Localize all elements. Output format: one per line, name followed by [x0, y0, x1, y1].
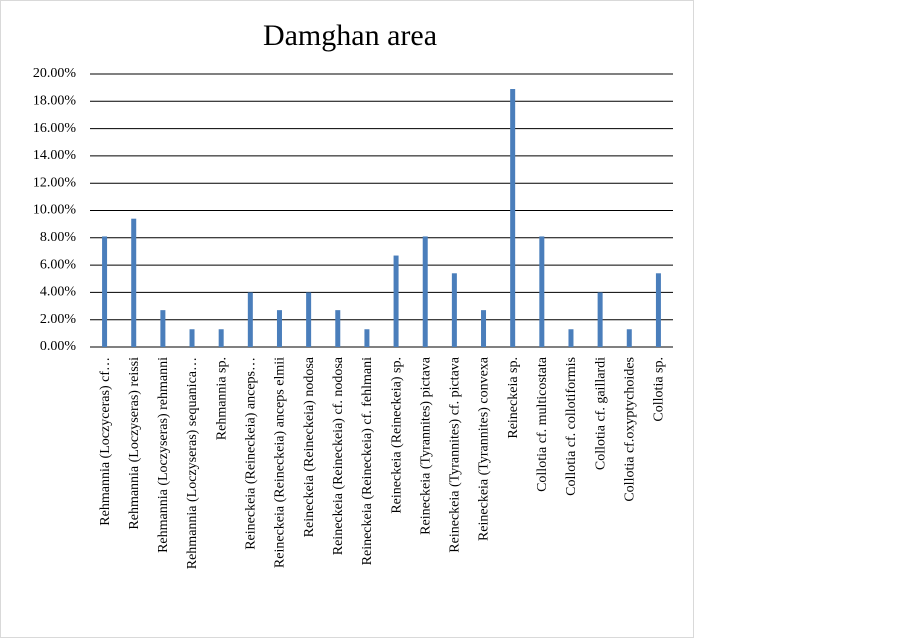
x-tick-label: Reineckeia (Tyrannites) convexa — [477, 356, 492, 541]
x-tick-label: Collotia sp. — [652, 357, 667, 422]
bar — [422, 236, 428, 347]
x-tick-label: Reineckeia (Tyrannites) cf. pictava — [448, 356, 463, 552]
x-tick-label: Collotia cf.oxyptychoides — [622, 357, 637, 502]
bar — [218, 329, 224, 347]
x-tick-label: Collotia cf. gaillardi — [593, 357, 608, 470]
x-tick-label: Reineckeia (Reineckeia) cf. fehlmani — [360, 357, 375, 565]
bar — [247, 292, 253, 347]
chart-title: Damghan area — [263, 19, 437, 52]
bar — [102, 236, 108, 347]
bar — [276, 310, 282, 347]
bar — [160, 310, 166, 347]
y-tick-label: 18.00% — [33, 94, 77, 109]
x-tick-label: Reineckeia sp. — [506, 357, 521, 439]
y-tick-label: 16.00% — [33, 121, 77, 136]
bar — [393, 255, 399, 347]
y-tick-label: 20.00% — [33, 66, 77, 81]
bar — [131, 218, 137, 347]
bar — [306, 292, 312, 347]
y-tick-label: 2.00% — [40, 312, 77, 327]
x-tick-label: Rehmannia (Loczyseras) reissi — [127, 357, 142, 530]
bar — [451, 273, 457, 347]
x-tick-label: Reineckeia (Reineckeia) anceps… — [244, 357, 259, 550]
bar — [626, 329, 632, 347]
x-tick-label: Rehmannia (Loczyceras) cf… — [98, 357, 113, 526]
bar — [364, 329, 370, 347]
x-tick-label: Rehmannia sp. — [214, 357, 229, 440]
x-tick-label: Collotia cf. multicostata — [535, 356, 550, 492]
x-tick-label: Collotia cf. collotiformis — [564, 357, 579, 496]
bar — [568, 329, 574, 347]
bar — [189, 329, 195, 347]
y-tick-label: 10.00% — [33, 203, 77, 218]
y-tick-label: 6.00% — [40, 257, 77, 272]
x-tick-label: Reineckeia (Tyrannites) pictava — [418, 356, 433, 535]
y-tick-label: 14.00% — [33, 148, 77, 163]
x-tick-label: Rehmannia (Loczyseras) rehmanni — [156, 357, 171, 553]
x-tick-label: Reineckeia (Reineckeia) nodosa — [302, 356, 317, 537]
bar — [597, 292, 603, 347]
y-tick-label: 4.00% — [40, 285, 77, 300]
y-tick-label: 0.00% — [40, 339, 77, 354]
bar — [655, 273, 661, 347]
bar — [481, 310, 487, 347]
y-tick-label: 8.00% — [40, 230, 77, 245]
x-tick-label: Reineckeia (Reineckeia) sp. — [389, 357, 404, 514]
bar — [539, 236, 545, 347]
bar — [335, 310, 341, 347]
x-tick-label: Reineckeia (Reineckeia) cf. nodosa — [331, 356, 346, 555]
x-tick-label: Reineckeia (Reineckeia) anceps elmii — [273, 357, 288, 568]
x-tick-label: Rehmannia (Loczyseras) sequanica… — [185, 357, 200, 569]
chart-border — [0, 0, 694, 638]
y-tick-label: 12.00% — [33, 175, 77, 190]
bar — [510, 89, 516, 347]
